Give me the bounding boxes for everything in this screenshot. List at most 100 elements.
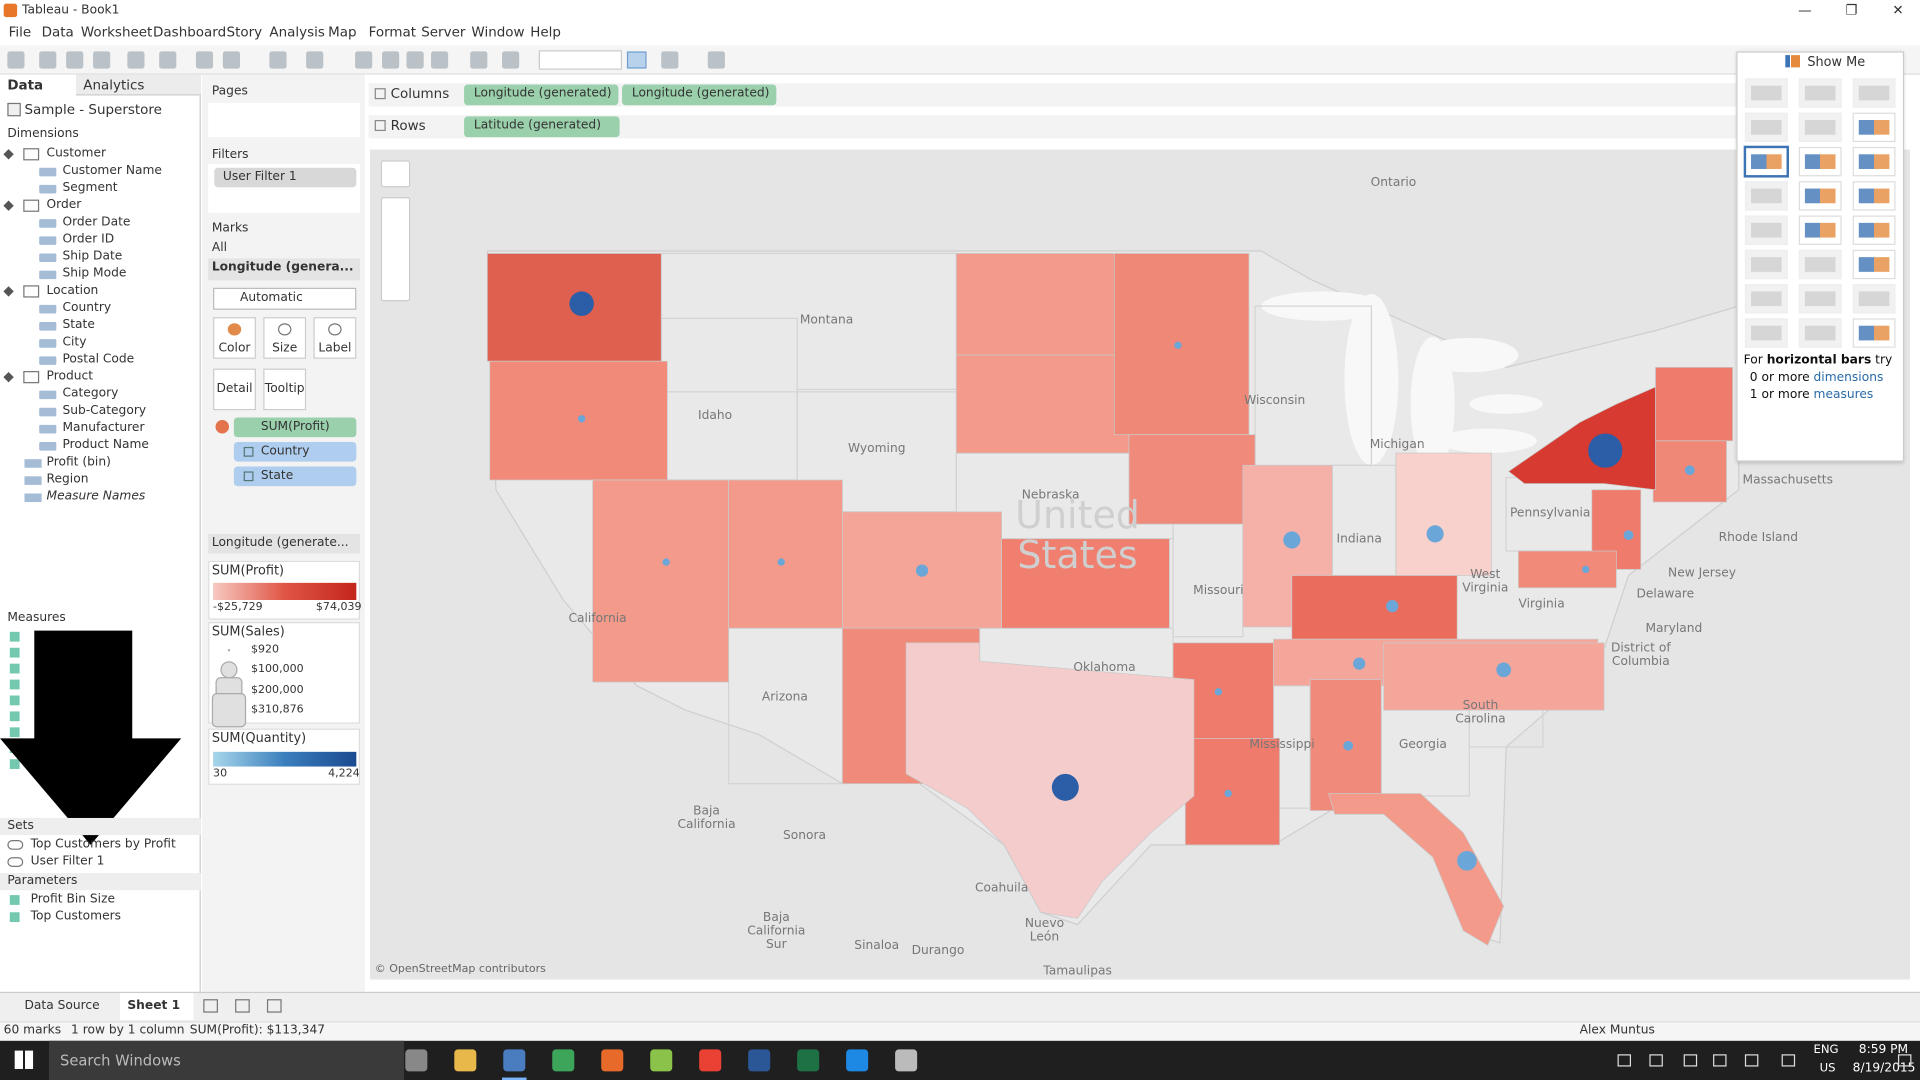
- menu-item[interactable]: Server: [421, 24, 466, 41]
- dimension-field[interactable]: Order ID: [62, 232, 115, 247]
- toolbar-button[interactable]: [7, 51, 25, 69]
- toolbar-button[interactable]: [269, 51, 287, 69]
- toolbar-button[interactable]: [159, 51, 177, 69]
- pane-tab[interactable]: Data: [7, 77, 44, 94]
- new-sheet-button[interactable]: [235, 999, 250, 1013]
- new-sheet-button[interactable]: [203, 999, 218, 1013]
- dimension-field[interactable]: Sub-Category: [62, 404, 147, 418]
- dimension-field[interactable]: Profit (bin): [46, 455, 111, 469]
- data-source-name[interactable]: Sample - Superstore: [24, 101, 162, 118]
- map-zoom-controls[interactable]: [380, 197, 411, 302]
- row-pill[interactable]: [464, 116, 620, 138]
- mark-button[interactable]: [213, 317, 256, 359]
- toolbar-button[interactable]: [195, 51, 214, 69]
- marks-pill[interactable]: [233, 466, 357, 487]
- sheet-tab[interactable]: Sheet 1: [127, 999, 181, 1013]
- dimension-field[interactable]: Measure Names: [46, 489, 146, 504]
- tray-icon[interactable]: [1781, 1054, 1796, 1067]
- dimension-field[interactable]: Region: [46, 472, 89, 487]
- dimension-field[interactable]: Postal Code: [62, 352, 135, 367]
- menu-item[interactable]: Help: [530, 24, 561, 41]
- parameter-item[interactable]: Top Customers: [30, 909, 122, 924]
- taskbar-app[interactable]: [454, 1049, 477, 1072]
- dimension-field[interactable]: Category: [62, 386, 119, 401]
- marks-pill[interactable]: [233, 417, 357, 438]
- mark-button-label[interactable]: Size: [272, 341, 298, 356]
- menu-item[interactable]: Format: [368, 24, 417, 41]
- toolbar-button[interactable]: [470, 51, 488, 69]
- dimension-field[interactable]: Ship Date: [62, 249, 123, 264]
- taskbar-app[interactable]: [601, 1049, 624, 1072]
- marks-layer-title[interactable]: Longitude (generate...: [211, 536, 349, 550]
- mark-type-dropdown[interactable]: [213, 287, 357, 310]
- toolbar-button[interactable]: [661, 51, 679, 69]
- tray-icon[interactable]: [1744, 1054, 1759, 1067]
- toolbar-button[interactable]: [382, 51, 400, 69]
- menu-item[interactable]: Dashboard: [153, 24, 227, 41]
- data-tab[interactable]: [0, 74, 76, 96]
- marks-pill[interactable]: [233, 442, 357, 462]
- tray-icon[interactable]: [1617, 1054, 1632, 1067]
- mark-button-label[interactable]: Color: [218, 341, 251, 356]
- toolbar-button[interactable]: [406, 51, 424, 69]
- pane-tab[interactable]: Analytics: [83, 77, 145, 94]
- menu-item[interactable]: Map: [328, 24, 357, 41]
- toolbar-button[interactable]: [502, 51, 520, 69]
- sheet-tab[interactable]: Data Source: [24, 999, 100, 1013]
- dimension-folder[interactable]: Customer: [46, 146, 107, 161]
- tray-icon[interactable]: [1713, 1054, 1727, 1067]
- toolbar-button[interactable]: [127, 51, 145, 69]
- mark-button-label[interactable]: Label: [318, 341, 352, 356]
- taskbar-app[interactable]: [552, 1049, 575, 1072]
- toolbar-button[interactable]: [66, 51, 84, 69]
- tray-icon[interactable]: [1897, 1054, 1912, 1067]
- map-search[interactable]: [380, 160, 411, 188]
- dimension-field[interactable]: Order Date: [62, 215, 131, 229]
- pages-shelf[interactable]: [208, 102, 361, 138]
- toolbar-dropdown[interactable]: [538, 50, 623, 70]
- taskbar-app[interactable]: [797, 1049, 820, 1072]
- set-item[interactable]: User Filter 1: [30, 854, 105, 869]
- window-control[interactable]: —: [1798, 2, 1812, 19]
- menu-item[interactable]: File: [8, 24, 32, 41]
- dimension-field[interactable]: Product Name: [62, 438, 149, 452]
- mark-button-label[interactable]: Detail: [216, 382, 253, 396]
- dimension-field[interactable]: State: [62, 318, 95, 332]
- dimension-folder[interactable]: Location: [46, 284, 99, 298]
- window-control[interactable]: ✕: [1892, 2, 1904, 19]
- taskbar-app[interactable]: [846, 1049, 869, 1072]
- toolbar-button[interactable]: [355, 51, 373, 69]
- show-me-title[interactable]: Show Me: [1807, 55, 1866, 70]
- marks-layer-title[interactable]: Longitude (genera...: [211, 260, 354, 275]
- dimension-field[interactable]: Segment: [62, 181, 118, 195]
- taskbar-app[interactable]: [895, 1049, 918, 1072]
- dimension-field[interactable]: Manufacturer: [62, 421, 145, 435]
- toolbar-button[interactable]: [626, 51, 647, 69]
- taskbar-app[interactable]: [405, 1049, 428, 1072]
- tray-icon[interactable]: [1683, 1054, 1698, 1067]
- dimension-field[interactable]: Ship Mode: [62, 266, 127, 281]
- sheet-tab-active[interactable]: [120, 993, 194, 1021]
- menu-item[interactable]: Window: [471, 24, 525, 41]
- toolbar-button[interactable]: [222, 51, 241, 69]
- dimension-folder[interactable]: Order: [46, 198, 82, 212]
- taskbar-app[interactable]: [699, 1049, 722, 1072]
- menu-item[interactable]: Data: [41, 24, 74, 41]
- toolbar-button[interactable]: [39, 51, 57, 69]
- menu-item[interactable]: Analysis: [269, 24, 325, 41]
- toolbar-button[interactable]: [431, 51, 449, 69]
- menu-item[interactable]: Story: [226, 24, 263, 41]
- dimension-field[interactable]: Country: [62, 301, 112, 315]
- toolbar-button[interactable]: [93, 51, 111, 69]
- taskbar-app[interactable]: [650, 1049, 673, 1072]
- toolbar-button[interactable]: [707, 51, 725, 69]
- dimension-field[interactable]: Customer Name: [62, 164, 162, 178]
- column-pill[interactable]: [622, 84, 777, 106]
- taskbar-app[interactable]: [503, 1049, 526, 1072]
- column-pill[interactable]: [464, 84, 619, 106]
- search-box[interactable]: [48, 1040, 405, 1080]
- menu-item[interactable]: Worksheet: [80, 24, 153, 41]
- taskbar-app[interactable]: [748, 1049, 771, 1072]
- set-item[interactable]: Top Customers by Profit: [30, 837, 176, 852]
- mark-button-label[interactable]: Tooltip: [264, 382, 305, 396]
